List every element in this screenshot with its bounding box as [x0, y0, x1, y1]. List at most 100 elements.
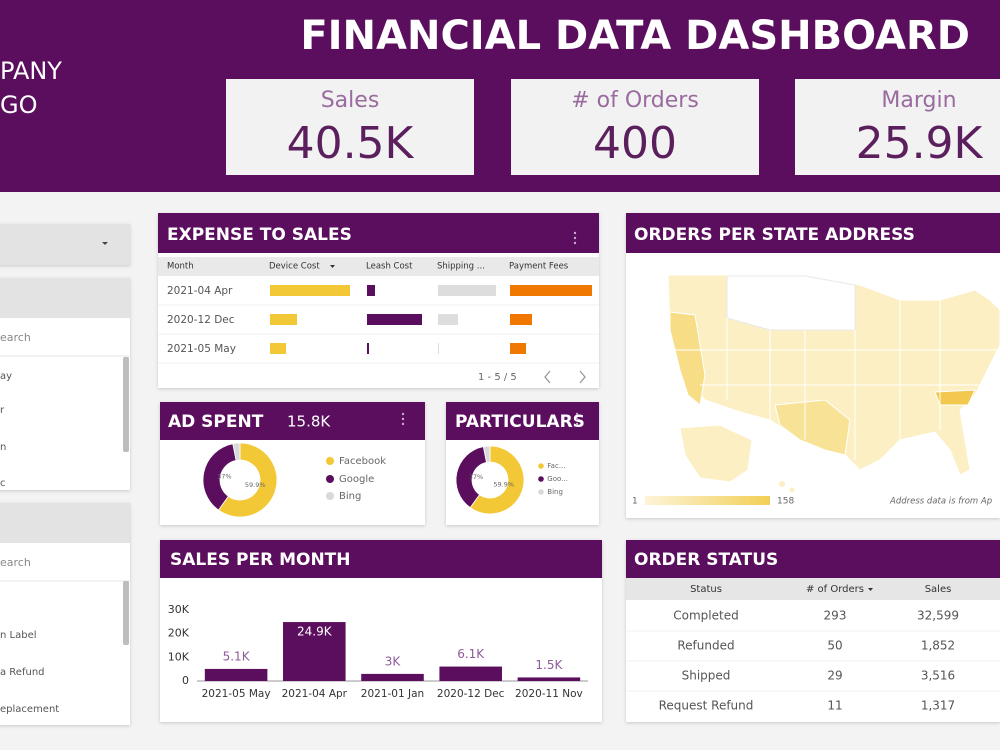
- column-header: Month: [167, 262, 194, 272]
- no-data-states: [726, 275, 856, 331]
- legend-label: Goo...: [547, 475, 568, 483]
- filter-item[interactable]: a Refund: [0, 667, 45, 678]
- menu-icon: [573, 231, 577, 235]
- x-tick-label: 2020-11 Nov: [515, 688, 583, 700]
- prev-page[interactable]: [544, 370, 551, 384]
- kpi-box: [226, 79, 474, 175]
- legend-label: Google: [339, 474, 374, 485]
- chart-title: SALES PER MONTH: [170, 550, 351, 570]
- dropdown[interactable]: [0, 224, 130, 265]
- data-label: 6.1K: [457, 647, 485, 661]
- menu-icon: [401, 417, 405, 421]
- kpi-label: Sales: [321, 88, 380, 113]
- us-map: [667, 274, 1000, 493]
- legend-swatch: [326, 492, 334, 500]
- filter-header: [0, 503, 130, 543]
- y-tick-label: 20K: [168, 627, 190, 640]
- table-bar: [367, 343, 369, 354]
- bar: [361, 673, 424, 681]
- y-tick-label: 10K: [168, 650, 190, 663]
- cell: 50: [827, 639, 842, 653]
- state: [774, 399, 851, 456]
- filter-item[interactable]: r: [0, 405, 5, 416]
- next-page[interactable]: [579, 370, 586, 384]
- cell: 3,516: [921, 669, 955, 683]
- cell: Shipped: [682, 669, 731, 683]
- table-bar: [367, 314, 422, 325]
- data-label: 5.1K: [223, 649, 251, 663]
- donut-slice: [455, 446, 487, 509]
- column-header: Payment Fees: [509, 262, 569, 272]
- menu-icon: [401, 422, 405, 426]
- cell: Completed: [673, 609, 738, 623]
- kpi-value: 40.5K: [287, 118, 415, 169]
- x-tick-label: 2021-01 Jan: [361, 688, 424, 700]
- data-label: 24.9K: [297, 625, 333, 639]
- menu-icon: [573, 236, 577, 240]
- column-header: Leash Cost: [366, 262, 413, 272]
- cell: 1,317: [921, 699, 955, 713]
- data-label: 3K: [385, 654, 402, 668]
- cell: 1,852: [921, 639, 955, 653]
- state: [669, 311, 706, 406]
- column-header: # of Orders: [806, 584, 864, 595]
- chart-title: PARTICULARS: [455, 412, 585, 432]
- y-tick-label: 30K: [168, 603, 190, 616]
- bar: [517, 677, 581, 681]
- legend-min: 1: [632, 497, 638, 507]
- scrollbar: [123, 581, 129, 645]
- table-bar: [367, 285, 375, 296]
- cell: 2021-05 May: [167, 343, 236, 355]
- kpi-label: # of Orders: [571, 88, 699, 113]
- cell: Request Refund: [659, 699, 754, 713]
- legend-swatch: [538, 476, 544, 482]
- legend-swatch: [538, 489, 544, 495]
- chart-title: AD SPENT: [168, 412, 264, 432]
- x-tick-label: 2021-05 May: [202, 688, 271, 700]
- state: [934, 389, 976, 406]
- filter-item[interactable]: ay: [0, 371, 12, 382]
- filter-item[interactable]: c: [0, 478, 6, 489]
- table-bar: [438, 285, 496, 296]
- card-header: [626, 213, 1000, 253]
- hawaii: [779, 481, 785, 487]
- data-label: 59.9%: [493, 480, 514, 488]
- card-header: [158, 213, 599, 253]
- card-header: [160, 402, 425, 440]
- chart-total: 15.8K: [287, 413, 331, 431]
- data-label: 37%: [469, 473, 483, 481]
- bar: [439, 666, 502, 681]
- filter-item[interactable]: n Label: [0, 630, 37, 641]
- cell: 32,599: [917, 609, 959, 623]
- card-header: [626, 540, 1000, 578]
- filter-item[interactable]: n: [0, 442, 6, 453]
- state-borders: [670, 300, 1000, 460]
- column-header: Sales: [925, 584, 952, 595]
- table-bar: [510, 285, 592, 296]
- legend-label: Facebook: [339, 456, 386, 467]
- menu-icon: [575, 417, 579, 421]
- alaska: [679, 424, 753, 483]
- filter-header: [0, 278, 130, 318]
- filter-item[interactable]: eplacement: [0, 704, 59, 715]
- hawaii: [789, 487, 795, 493]
- cell: 293: [824, 609, 847, 623]
- kpi-label: Margin: [881, 88, 956, 113]
- x-tick-label: 2020-12 Dec: [437, 688, 505, 700]
- kpi-box: [511, 79, 759, 175]
- card-title: ORDERS PER STATE ADDRESS: [634, 225, 915, 245]
- card-header: [446, 402, 599, 440]
- kpi-value: 25.9K: [856, 118, 984, 169]
- card-title: EXPENSE TO SALES: [167, 225, 352, 245]
- menu-icon: [573, 241, 577, 245]
- search-box: earch: [0, 331, 31, 344]
- table-bar: [270, 343, 286, 354]
- cell: 2020-12 Dec: [167, 314, 235, 326]
- scrollbar: [123, 357, 129, 452]
- data-label: 1.5K: [535, 658, 563, 672]
- bar: [204, 668, 268, 681]
- cell: 29: [827, 669, 842, 683]
- legend-label: Fac...: [547, 462, 565, 470]
- table-bar: [510, 343, 526, 354]
